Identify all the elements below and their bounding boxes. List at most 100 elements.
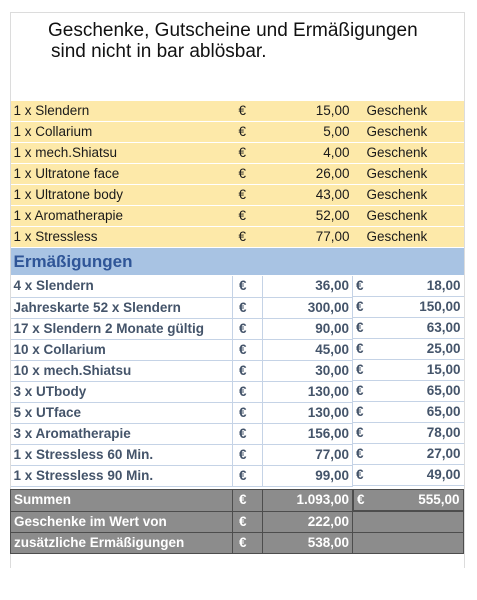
discount-row: 17 x Slendern 2 Monate gültig €90,00 €63,0… [10,318,464,340]
extra-discount-label: zusätzliche Ermäßigungen [10,532,233,554]
currency-symbol: € [232,142,263,164]
sum-label: Summen [10,488,233,512]
gift-type: Geschenk [352,226,464,248]
gift-row: 1 x mech.Shiatsu €4,00 Geschenk [10,142,464,164]
discount-item: 17 x Slendern 2 Monate gültig [10,318,233,340]
discount-row: 10 x Collarium €45,00 €25,00 [10,339,464,361]
discount-reduced-cell: €65,00 [353,402,464,423]
discount-row: 4 x Slendern €36,00 €18,00 [10,275,464,298]
currency-symbol: € [232,381,263,403]
gift-section: 1 x Slendern €15,00 Geschenk 1 x Collarium €… [10,101,464,248]
gifts-value: 222,00 [262,511,353,533]
discount-reduced-cell: €150,00 [353,297,464,318]
currency-symbol: € [356,278,364,293]
currency-symbol: € [232,339,263,361]
discount-reduced-cell: €25,00 [353,339,464,360]
sum-reduced-cell: € 555,00 [353,489,464,511]
discount-price: 30,00 [262,360,353,382]
discount-price: 300,00 [262,297,353,319]
gift-type: Geschenk [352,142,464,164]
discount-reduced-cell: €18,00 [353,276,464,297]
discount-reduced: 15,00 [426,362,461,377]
heading-line-1: Geschenke, Gutscheine und Ermäßigungen [48,20,418,41]
gifts-value-label: Geschenke im Wert von [10,511,233,533]
currency-symbol: € [356,404,364,419]
currency-symbol: € [232,318,263,340]
discount-item: Jahreskarte 52 x Slendern [10,297,233,319]
currency-symbol: € [356,320,364,335]
discount-row: 1 x Stressless 60 Min. €77,00 €27,00 [10,444,464,466]
gift-price: 52,00 [262,205,353,227]
currency-symbol: € [356,446,364,461]
currency-symbol: € [232,205,263,227]
discount-header-row: Ermäßigungen [10,247,464,276]
discount-row: 3 x Aromatherapie €156,00 €78,00 [10,423,464,445]
gift-item: 1 x Collarium [10,121,233,143]
discount-reduced: 25,00 [426,341,461,356]
currency-symbol: € [232,121,263,143]
sum-row: Summen € 1.093,00 € 555,00 [10,488,464,512]
currency-symbol: € [232,511,263,533]
discount-price: 156,00 [262,423,353,445]
currency-symbol: € [356,341,364,356]
currency-symbol: € [232,465,263,487]
discount-price: 45,00 [262,339,353,361]
discount-reduced-cell: €78,00 [353,423,464,444]
discount-row: 3 x UTbody €130,00 €65,00 [10,381,464,403]
discount-section-title: Ermäßigungen [10,247,464,276]
discount-price: 130,00 [262,381,353,403]
empty-cell [352,532,464,554]
currency-symbol: € [232,184,263,206]
discount-reduced-cell: €49,00 [353,465,464,486]
gift-row: 1 x Collarium €5,00 Geschenk [10,121,464,143]
currency-symbol: € [232,297,263,319]
discount-row: 1 x Stressless 90 Min. €99,00 €49,00 [10,465,464,487]
gift-item: 1 x Slendern [10,101,233,122]
gift-price: 15,00 [262,101,353,122]
heading-line-2: sind nicht in bar ablösbar. [51,41,267,62]
currency-symbol: € [232,488,263,512]
gift-row: 1 x Aromatherapie €52,00 Geschenk [10,205,464,227]
currency-symbol: € [232,402,263,424]
discount-reduced-cell: €63,00 [353,318,464,339]
gift-price: 26,00 [262,163,353,185]
gift-item: 1 x Aromatherapie [10,205,233,227]
page-heading: Geschenke, Gutscheine und Ermäßigungen s… [48,20,468,62]
currency-symbol: € [232,532,263,554]
currency-symbol: € [356,299,364,314]
discount-reduced: 27,00 [426,446,461,461]
gift-item: 1 x mech.Shiatsu [10,142,233,164]
currency-symbol: € [232,360,263,382]
discount-row: 10 x mech.Shiatsu €30,00 €15,00 [10,360,464,382]
discount-item: 3 x UTbody [10,381,233,403]
gift-price: 77,00 [262,226,353,248]
discount-price: 130,00 [262,402,353,424]
discount-section: Ermäßigungen [10,247,464,276]
currency-symbol: € [232,423,263,445]
discount-reduced: 49,00 [426,467,461,482]
discount-item: 1 x Stressless 90 Min. [10,465,233,487]
currency-symbol: € [232,275,263,298]
discount-reduced: 65,00 [426,383,461,398]
gift-type: Geschenk [352,121,464,143]
discount-item: 1 x Stressless 60 Min. [10,444,233,466]
summary-section: Summen € 1.093,00 € 555,00 Geschenke im … [10,486,464,554]
currency-symbol: € [232,163,263,185]
extra-discount-value: 538,00 [262,532,353,554]
discount-reduced: 78,00 [426,425,461,440]
gift-row: 1 x Slendern €15,00 Geschenk [10,101,464,122]
gift-row: 1 x Ultratone body €43,00 Geschenk [10,184,464,206]
gift-price: 5,00 [262,121,353,143]
gift-type: Geschenk [352,101,464,122]
currency-symbol: € [357,492,365,507]
discount-reduced: 65,00 [426,404,461,419]
gifts-value-row: Geschenke im Wert von € 222,00 [10,511,464,533]
gift-type: Geschenk [352,163,464,185]
price-table: 1 x Slendern €15,00 Geschenk 1 x Collarium €… [10,101,464,554]
discount-row: 5 x UTface €130,00 €65,00 [10,402,464,424]
currency-symbol: € [232,444,263,466]
discount-price: 90,00 [262,318,353,340]
discount-price: 77,00 [262,444,353,466]
discount-row: Jahreskarte 52 x Slendern €300,00 €150,00 [10,297,464,319]
discount-reduced: 18,00 [426,278,461,293]
